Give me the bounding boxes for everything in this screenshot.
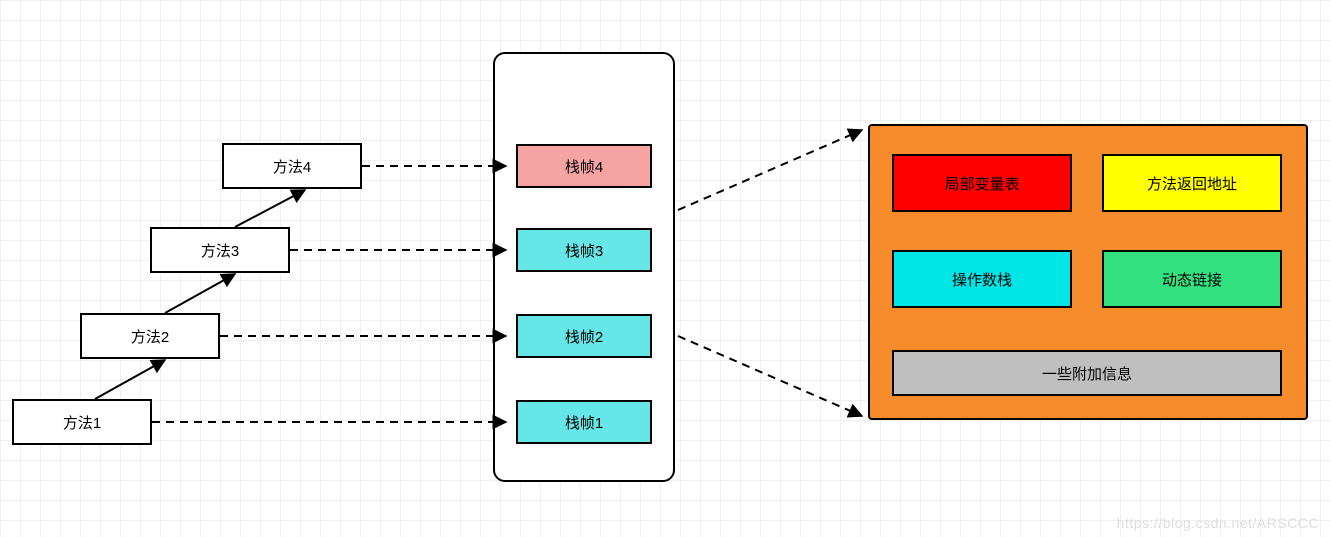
cell-label: 操作数栈 (952, 269, 1012, 290)
method-box-4: 方法4 (222, 143, 362, 189)
method-label: 方法1 (63, 412, 101, 433)
cell-label: 局部变量表 (944, 173, 1019, 194)
method-label: 方法2 (131, 326, 169, 347)
frame-label: 栈帧2 (565, 326, 603, 347)
method-box-3: 方法3 (150, 227, 290, 273)
stack-frame-3: 栈帧3 (516, 228, 652, 272)
cell-label: 动态链接 (1162, 269, 1222, 290)
dynamic-link-cell: 动态链接 (1102, 250, 1282, 308)
method-box-2: 方法2 (80, 313, 220, 359)
cell-label: 方法返回地址 (1147, 173, 1237, 194)
stack-frame-1: 栈帧1 (516, 400, 652, 444)
watermark: https://blog.csdn.net/ARSCCC (1117, 515, 1319, 531)
frame-label: 栈帧1 (565, 412, 603, 433)
stack-frame-2: 栈帧2 (516, 314, 652, 358)
stack-frame-4: 栈帧4 (516, 144, 652, 188)
extra-info-cell: 一些附加信息 (892, 350, 1282, 396)
method-label: 方法4 (273, 156, 311, 177)
cell-label: 一些附加信息 (1042, 363, 1132, 384)
method-label: 方法3 (201, 240, 239, 261)
method-box-1: 方法1 (12, 399, 152, 445)
frame-label: 栈帧3 (565, 240, 603, 261)
local-var-table-cell: 局部变量表 (892, 154, 1072, 212)
operand-stack-cell: 操作数栈 (892, 250, 1072, 308)
frame-label: 栈帧4 (565, 156, 603, 177)
return-address-cell: 方法返回地址 (1102, 154, 1282, 212)
